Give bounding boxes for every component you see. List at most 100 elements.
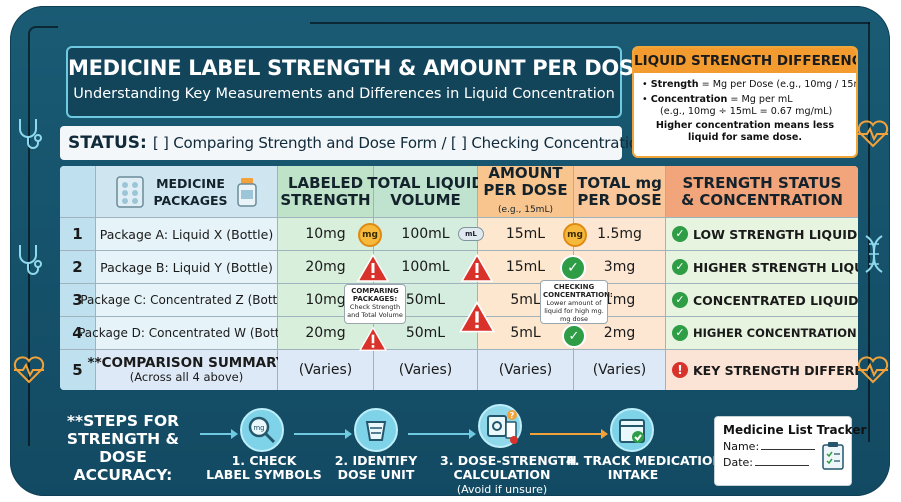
check-icon: ✓ [672, 292, 688, 308]
row-strength: 20mg [278, 317, 374, 350]
circuit-line-right [868, 22, 870, 442]
heart-pulse-icon-right-2 [857, 356, 889, 384]
row-package: Package B: Liquid Y (Bottle) [96, 251, 278, 284]
warning-triangle-icon-3 [458, 300, 496, 333]
row-status-text: LOW STRENGTH LIQUID [693, 226, 858, 242]
info-note: Higher concentration means less liquid f… [634, 120, 856, 144]
alert-icon: ! [672, 362, 688, 378]
step-2-label: 2. IDENTIFY DOSE UNIT [334, 453, 418, 482]
summary-total: (Varies) [574, 350, 666, 390]
circuit-line-left [28, 26, 58, 446]
summary-label-line1: **COMPARISON SUMMARY [87, 355, 286, 371]
heart-pulse-icon-right [857, 120, 889, 148]
title-box: MEDICINE LABEL STRENGTH & AMOUNT PER DOS… [66, 46, 811, 118]
header-num [60, 166, 96, 218]
row-strength: 20mg [278, 251, 374, 284]
callout-comparing-packages: COMPARING PACKAGES: Check Strength and T… [344, 284, 406, 324]
pill-pack-icon [116, 175, 145, 208]
header-packages-text: MEDICINE PACKAGES [153, 175, 228, 208]
summary-status: ! KEY STRENGTH DIFFERENCES [666, 350, 858, 390]
clipboard-check-icon [822, 442, 844, 470]
row-num: 4 [60, 317, 96, 350]
svg-text:mg: mg [253, 424, 264, 432]
check-circle-icon-2: ✓ [562, 324, 586, 348]
concentration-definition: • Concentration = Mg per mL [642, 94, 793, 105]
row-status-text: CONCENTRATED LIQUID [693, 292, 858, 308]
callout-check-text: Lower amount of liquid for high mg. mg d… [544, 299, 604, 323]
check-circle-icon: ✓ [560, 255, 586, 281]
step-1-label: 1. CHECK LABEL SYMBOLS [206, 453, 322, 482]
summary-amount: (Varies) [478, 350, 574, 390]
check-icon: ✓ [672, 226, 688, 242]
row-num: 2 [60, 251, 96, 284]
row-num: 1 [60, 218, 96, 251]
summary-label: **COMPARISON SUMMARY (Across all 4 above) [87, 350, 286, 390]
summary-status-text: KEY STRENGTH DIFFERENCES [693, 362, 858, 378]
check-icon: ✓ [672, 259, 688, 275]
info-box-title: LIQUID STRENGTH DIFFERENCE [634, 48, 856, 73]
warning-triangle-icon [356, 253, 390, 282]
mg-badge-icon-2: mg [563, 223, 587, 247]
row-status: ✓ CONCENTRATED LIQUID [666, 284, 858, 317]
magnifier-label-icon: mg [240, 408, 284, 452]
info-note-line2: liquid for same dose. [688, 132, 802, 143]
summary-volume: (Varies) [374, 350, 478, 390]
arrow-connector-4 [530, 429, 608, 439]
step-3-label: 3. DOSE-STRENGTH CALCULATION (Avoid if uns… [440, 453, 577, 497]
circuit-line-top [310, 22, 870, 24]
header-total-mg: TOTAL mg PER DOSE [574, 166, 666, 218]
strength-term: Strength [650, 79, 699, 90]
heart-pulse-icon [13, 356, 45, 384]
header-amount-per-dose: AMOUNT PER DOSE (e.g., 15mL) [478, 166, 574, 218]
status-label: STATUS: [68, 133, 147, 153]
page-subtitle: Understanding Key Measurements and Diffe… [73, 86, 615, 102]
row-package: Package C: Concentrated Z (Bottle) [80, 284, 293, 317]
tracker-date-label: Date: [723, 456, 753, 469]
calendar-check-icon [610, 408, 654, 452]
mg-badge-icon: mg [358, 223, 382, 247]
callout-compare-text: Check Strength and Total Volume [347, 303, 403, 319]
header-labeled-strength: LABELED STRENGTH [278, 166, 374, 218]
row-total: 3mg [574, 251, 666, 284]
row-amount: 15mL [478, 218, 574, 251]
check-icon: ✓ [672, 325, 688, 341]
warning-triangle-icon-4 [358, 326, 388, 351]
row-amount: 15mL [478, 251, 574, 284]
tracker-name-field[interactable]: Name: [723, 440, 843, 453]
svg-text:?: ? [510, 411, 515, 420]
callout-compare-title: COMPARING PACKAGES: [351, 287, 399, 303]
row-volume: 100mL [374, 251, 478, 284]
row-total: 1.5mg [574, 218, 666, 251]
strength-def: = Mg per Dose (e.g., 10mg / 15mL) [701, 79, 858, 90]
summary-label-line2: (Across all 4 above) [129, 370, 244, 384]
row-status: ✓ HIGHER CONCENTRATION LIQUID [666, 317, 858, 350]
row-status: ✓ HIGHER STRENGTH LIQUID [666, 251, 858, 284]
strength-definition: • Strength = Mg per Dose (e.g., 10mg / 1… [634, 79, 856, 91]
steps-section: **STEPS FOR STRENGTH & DOSE ACCURACY: mg… [10, 398, 890, 496]
status-bar: STATUS: [ ] Comparing Strength and Dose … [60, 126, 647, 160]
row-status-text: HIGHER STRENGTH LIQUID [693, 259, 858, 275]
concentration-term: Concentration [650, 94, 728, 105]
header-packages: MEDICINE PACKAGES [96, 166, 278, 218]
step-4-label: 4. TRACK MEDICATION INTAKE [566, 453, 723, 482]
tracker-title: Medicine List Tracker [723, 423, 867, 437]
row-package: Package D: Concentrated W (Bottle) [78, 317, 295, 350]
infographic-frame: MEDICINE LABEL STRENGTH & AMOUNT PER DOS… [10, 6, 890, 496]
arrow-connector-2 [294, 429, 352, 439]
calculator-safe-icon: ? [478, 404, 522, 448]
arrow-connector [200, 429, 238, 439]
header-strength-status: STRENGTH STATUS & CONCENTRATION [666, 166, 858, 218]
row-num: 3 [60, 284, 96, 317]
arrow-connector-3 [408, 429, 476, 439]
tracker-name-label: Name: [723, 440, 760, 453]
callout-checking-concentration: CHECKING CONCENTRATION: Lower amount of … [540, 280, 613, 324]
dose-cup-icon [354, 408, 398, 452]
page-title: MEDICINE LABEL STRENGTH & AMOUNT PER DOS… [68, 56, 811, 80]
liquid-strength-info-box: LIQUID STRENGTH DIFFERENCE • Strength = … [632, 46, 858, 158]
info-note-line1: Higher concentration means less [655, 120, 835, 131]
row-package: Package A: Liquid X (Bottle) [96, 218, 278, 251]
summary-num: 5 [60, 350, 96, 390]
row-status: ✓ LOW STRENGTH LIQUID [666, 218, 858, 251]
tracker-date-field[interactable]: Date: [723, 456, 843, 469]
stethoscope-icon [19, 119, 42, 149]
